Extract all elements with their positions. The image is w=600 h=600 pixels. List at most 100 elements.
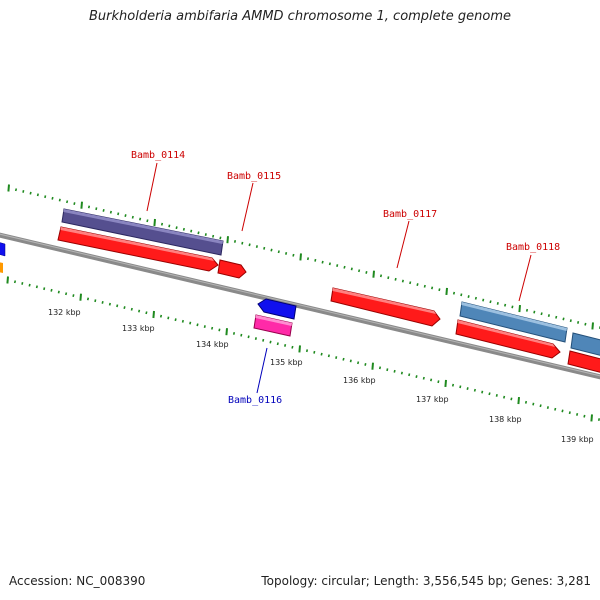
minor-tick bbox=[422, 376, 425, 380]
minor-tick bbox=[218, 328, 221, 332]
minor-tick bbox=[160, 222, 164, 226]
minor-tick bbox=[504, 303, 507, 307]
minor-tick bbox=[349, 359, 352, 363]
minor-tick bbox=[314, 258, 317, 262]
minor-tick bbox=[117, 212, 120, 216]
major-tick bbox=[225, 328, 228, 336]
gene-label-bamb-0114: Bamb_0114 bbox=[131, 150, 185, 161]
cds-bamb-0114-red bbox=[57, 226, 219, 272]
minor-tick bbox=[204, 233, 207, 236]
minor-tick bbox=[72, 294, 75, 297]
major-tick bbox=[226, 236, 229, 244]
minor-tick bbox=[568, 411, 571, 415]
callout-line-bamb-0114 bbox=[146, 162, 158, 212]
major-tick bbox=[299, 253, 302, 261]
gene-label-bamb-0118: Bamb_0118 bbox=[506, 242, 560, 253]
minor-tick bbox=[269, 340, 272, 344]
minor-tick bbox=[495, 394, 498, 397]
scale-label: 137 kbp bbox=[416, 395, 449, 404]
minor-tick bbox=[168, 224, 171, 228]
minor-tick bbox=[182, 227, 185, 231]
major-tick bbox=[153, 218, 156, 227]
major-tick bbox=[152, 310, 155, 319]
minor-tick bbox=[284, 344, 287, 347]
minor-tick bbox=[423, 284, 426, 288]
minor-tick bbox=[503, 395, 506, 399]
minor-tick bbox=[270, 248, 273, 252]
cds-bamb-0118-red bbox=[455, 319, 561, 359]
scale-label: 132 kbp bbox=[48, 308, 81, 317]
minor-tick bbox=[430, 378, 433, 382]
minor-tick bbox=[146, 219, 149, 223]
minor-tick bbox=[584, 322, 587, 326]
minor-tick bbox=[305, 349, 309, 353]
minor-tick bbox=[51, 196, 54, 200]
cds-bamb-0116-blue bbox=[257, 298, 297, 320]
minor-tick bbox=[540, 312, 543, 316]
minor-tick bbox=[409, 281, 412, 285]
outer-tick-marks bbox=[7, 184, 600, 330]
minor-tick bbox=[58, 198, 61, 202]
minor-tick bbox=[254, 337, 257, 340]
minor-tick bbox=[276, 342, 279, 346]
minor-tick bbox=[130, 307, 133, 311]
minor-tick bbox=[145, 311, 148, 315]
chromosome-backbone bbox=[0, 232, 600, 380]
scale-label: 133 kbp bbox=[122, 324, 155, 333]
minor-tick bbox=[393, 369, 396, 373]
minor-tick bbox=[123, 306, 126, 309]
minor-tick bbox=[29, 191, 32, 195]
scale-label: 138 kbp bbox=[489, 415, 522, 424]
minor-tick bbox=[378, 366, 382, 370]
minor-tick bbox=[416, 283, 419, 286]
minor-tick bbox=[22, 190, 25, 193]
callout-line-bamb-0118 bbox=[518, 254, 532, 302]
minor-tick bbox=[474, 296, 477, 300]
scale-label: 135 kbp bbox=[270, 358, 303, 367]
minor-tick bbox=[50, 288, 53, 292]
minor-tick bbox=[21, 282, 24, 285]
cds-bamb-0114-purple-shine bbox=[63, 209, 223, 244]
major-tick bbox=[372, 270, 375, 278]
map-title: Burkholderia ambifaria AMMD chromosome 1… bbox=[88, 9, 512, 24]
minor-tick bbox=[561, 409, 564, 413]
minor-tick bbox=[28, 283, 31, 287]
minor-tick bbox=[460, 293, 463, 297]
minor-tick bbox=[364, 363, 367, 366]
minor-tick bbox=[175, 226, 178, 230]
inner-tick-marks bbox=[6, 276, 600, 422]
minor-tick bbox=[159, 314, 163, 318]
minor-tick bbox=[197, 231, 200, 235]
major-tick bbox=[6, 276, 9, 284]
minor-tick bbox=[138, 309, 141, 313]
minor-tick bbox=[167, 316, 170, 320]
minor-tick bbox=[262, 338, 265, 342]
major-tick bbox=[444, 379, 447, 387]
minor-tick bbox=[379, 274, 383, 278]
minor-tick bbox=[94, 299, 97, 303]
minor-tick bbox=[131, 215, 134, 219]
minor-tick bbox=[532, 402, 535, 406]
minor-tick bbox=[583, 414, 586, 418]
minor-tick bbox=[467, 295, 470, 298]
minor-tick bbox=[577, 321, 580, 324]
minor-tick bbox=[400, 371, 403, 375]
cds-bamb-0114-purple bbox=[61, 208, 224, 256]
minor-tick bbox=[116, 304, 119, 308]
minor-tick bbox=[211, 326, 214, 330]
callout-line-bamb-0115 bbox=[241, 182, 254, 232]
minor-tick bbox=[343, 265, 346, 269]
minor-tick bbox=[196, 323, 199, 327]
minor-tick bbox=[358, 269, 361, 273]
minor-tick bbox=[43, 287, 46, 291]
minor-tick bbox=[562, 317, 565, 321]
minor-tick bbox=[357, 361, 360, 365]
minor-tick bbox=[255, 245, 258, 248]
minor-tick bbox=[350, 267, 353, 271]
minor-tick bbox=[451, 383, 455, 387]
minor-tick bbox=[533, 310, 536, 314]
gene-label-bamb-0116: Bamb_0116 bbox=[228, 395, 282, 406]
partial-cds-orange-left bbox=[0, 262, 3, 273]
minor-tick bbox=[335, 356, 338, 359]
